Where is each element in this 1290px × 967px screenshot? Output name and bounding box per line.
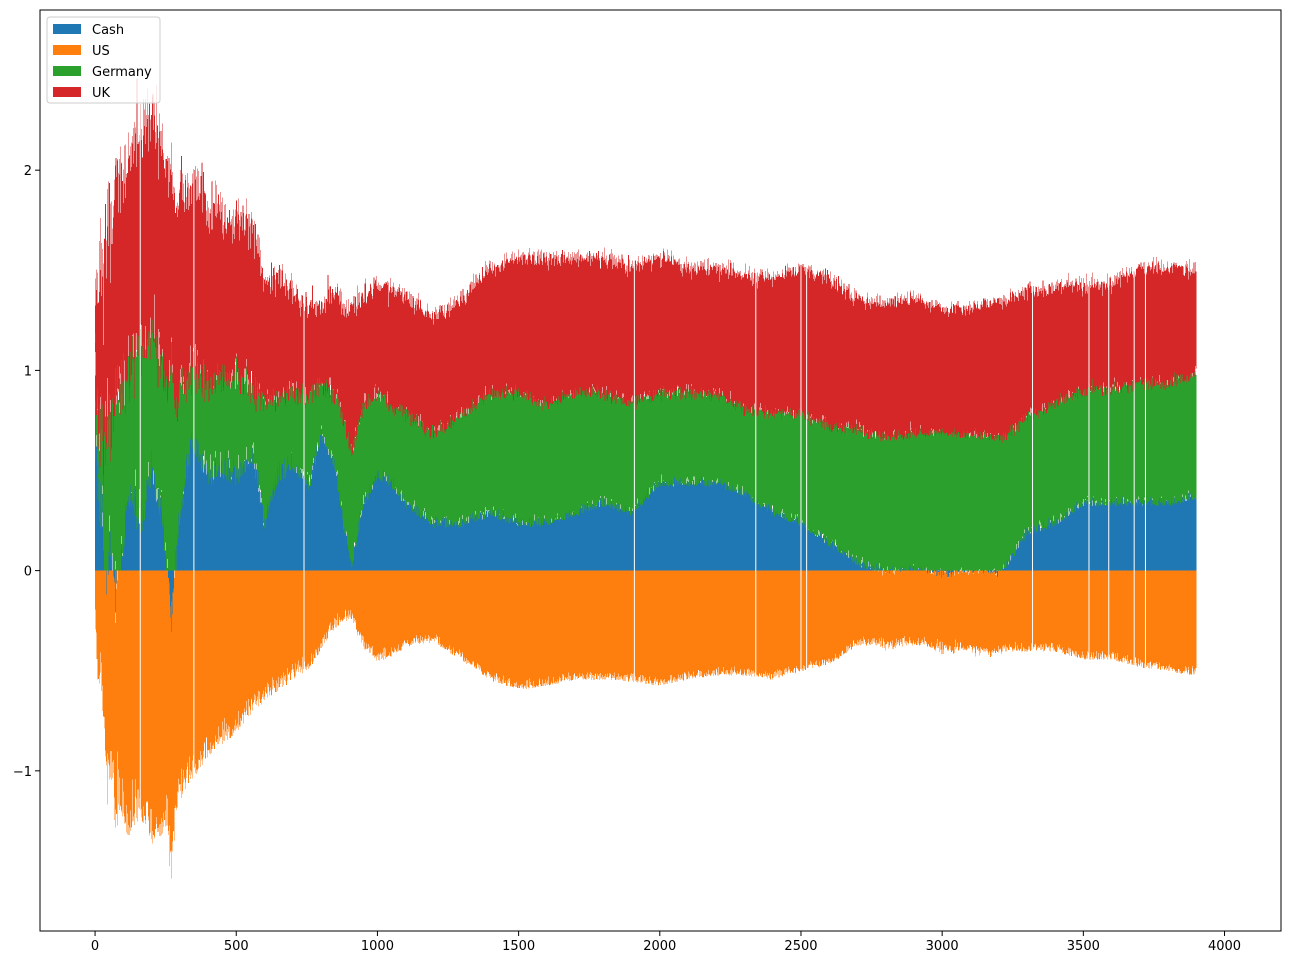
legend-box	[46, 16, 161, 104]
legend-label-cash: Cash	[92, 23, 124, 38]
legend: Cash US Germany UK	[46, 16, 161, 104]
legend-label-germany: Germany	[92, 65, 152, 80]
x-tick-label: 1500	[502, 939, 535, 954]
bars-layer	[94, 10, 1197, 931]
legend-swatch-us	[53, 45, 81, 55]
legend-swatch-uk	[53, 87, 81, 97]
y-tick-label: −1	[13, 765, 32, 780]
y-tick-label: 0	[24, 565, 32, 580]
y-tick-label: 2	[24, 164, 32, 179]
x-tick-label: 3000	[926, 939, 959, 954]
x-tick-label: 3500	[1067, 939, 1100, 954]
x-tick-label: 1000	[361, 939, 394, 954]
y-tick-label: 1	[24, 364, 32, 379]
series-bars-uk	[94, 77, 1197, 490]
x-tick-label: 2500	[784, 939, 817, 954]
x-tick-label: 0	[91, 939, 99, 954]
axes-frame	[39, 9, 1282, 932]
x-tick-label: 2000	[643, 939, 676, 954]
x-tick-label: 4000	[1208, 939, 1241, 954]
x-tick-label: 500	[224, 939, 249, 954]
legend-swatch-germany	[53, 66, 81, 76]
plot-area	[94, 10, 1197, 931]
series-bars-us	[94, 570, 1197, 879]
x-axis: 0 500 1000 1500 2000 2500 3000 3500 4000	[91, 931, 1241, 954]
legend-label-uk: UK	[92, 86, 111, 101]
legend-swatch-cash	[53, 24, 81, 34]
series-bars-cash	[94, 375, 1197, 642]
series-bars-germany	[94, 279, 1197, 571]
legend-label-us: US	[92, 44, 110, 59]
y-axis: −1 0 1 2	[13, 164, 40, 780]
